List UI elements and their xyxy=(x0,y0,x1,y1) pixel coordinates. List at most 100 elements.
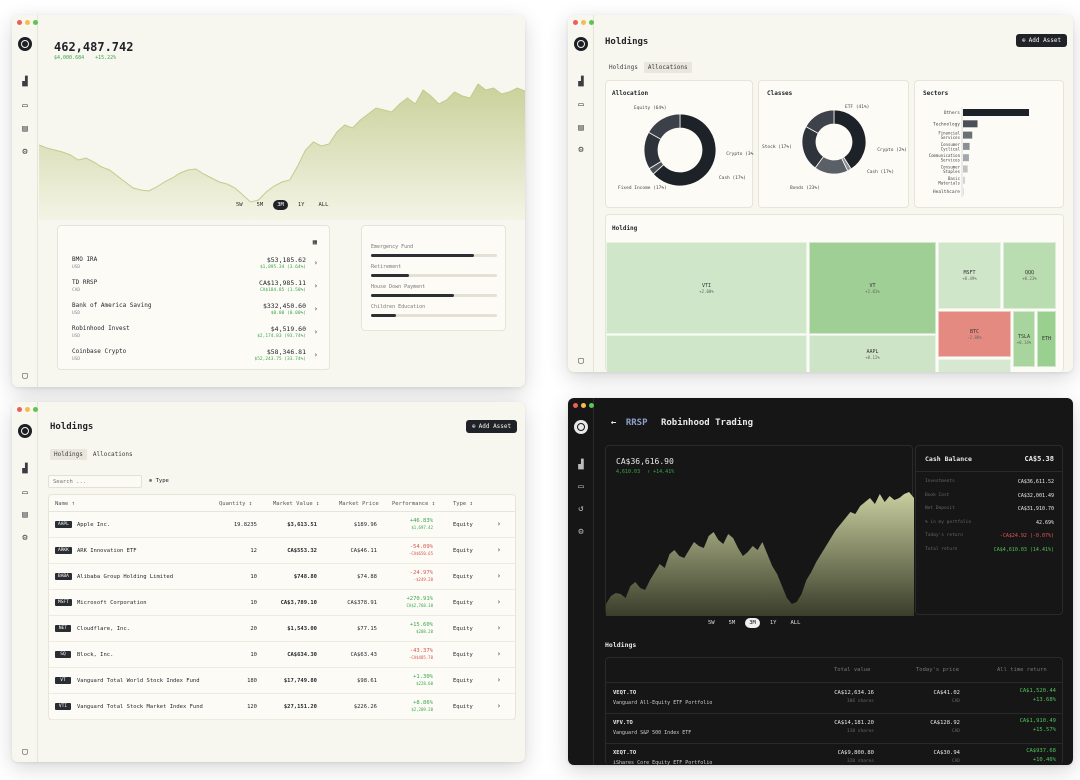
donut-slice[interactable] xyxy=(652,113,717,187)
back-arrow-icon[interactable]: ← xyxy=(611,418,617,428)
sidebar-toggle-icon[interactable]: ▢ xyxy=(22,371,28,381)
range-3m[interactable]: 3M xyxy=(273,200,288,210)
treemap-cell[interactable]: ETH xyxy=(1037,311,1056,367)
sector-bar[interactable] xyxy=(963,176,965,184)
window-controls[interactable] xyxy=(573,403,594,408)
treemap-cell[interactable]: AAPL +0.12% xyxy=(809,335,936,372)
account-row[interactable]: BMO IRA USD $53,185.62 $1,895.34 (3.64%) › xyxy=(72,256,322,276)
chevron-right-icon[interactable]: › xyxy=(496,676,501,684)
sectors-title: Sectors xyxy=(923,90,949,97)
col-type[interactable]: Type ↕ xyxy=(453,501,473,507)
table-row[interactable]: VTI Vanguard Total Stock Market Index Fun… xyxy=(49,694,515,720)
range-5w[interactable]: 5W xyxy=(708,620,715,626)
sector-bar[interactable] xyxy=(963,188,964,196)
wallet-icon[interactable]: ▭ xyxy=(22,101,28,111)
chevron-right-icon[interactable]: › xyxy=(496,624,501,632)
donut-slice[interactable] xyxy=(805,109,835,134)
account-row[interactable]: Robinhood Invest USD $4,519.60 $2,174.83 (9… xyxy=(72,325,322,345)
table-row[interactable]: BABA Alibaba Group Holding Limited 10 $748.… xyxy=(49,564,515,590)
range-5w[interactable]: 5W xyxy=(236,202,243,208)
settings-icon[interactable]: ⚙ xyxy=(578,145,584,155)
tab-allocations[interactable]: Allocations xyxy=(92,451,133,458)
chart-icon[interactable]: ▟ xyxy=(578,77,584,87)
sector-bar[interactable] xyxy=(963,109,1029,116)
treemap-cell[interactable] xyxy=(938,359,1011,372)
list-icon[interactable]: ▤ xyxy=(578,123,584,133)
table-row[interactable]: AAPL Apple Inc. 19.8235 $3,613.51 $189.96 +46… xyxy=(49,512,515,538)
treemap-cell[interactable]: VT +2.01% xyxy=(809,242,936,334)
search-input[interactable] xyxy=(48,475,142,488)
range-1y[interactable]: 1Y xyxy=(769,620,777,626)
treemap-cell[interactable]: MSFT +0.49% xyxy=(938,242,1001,309)
history-icon[interactable]: ↺ xyxy=(578,504,584,514)
chart-icon[interactable]: ▟ xyxy=(22,464,28,474)
add-asset-button[interactable]: ⊕ Add Asset xyxy=(466,420,518,433)
wallet-icon[interactable]: ▭ xyxy=(22,488,28,498)
treemap-cell[interactable]: TSLA +0.14% xyxy=(1013,311,1035,367)
chevron-right-icon[interactable]: › xyxy=(496,572,501,580)
range-5m[interactable]: 5M xyxy=(256,202,264,208)
chevron-right-icon[interactable]: › xyxy=(496,650,501,658)
sector-bar[interactable] xyxy=(963,142,970,150)
sector-bar[interactable] xyxy=(963,120,978,128)
chevron-right-icon[interactable]: › xyxy=(313,282,318,290)
tab-holdings[interactable]: Holdings xyxy=(609,64,638,71)
wallet-icon[interactable]: ▭ xyxy=(578,100,584,110)
col-performance[interactable]: Performance ↕ xyxy=(392,501,436,507)
settings-icon[interactable]: ⚙ xyxy=(22,147,28,157)
sector-bar[interactable] xyxy=(963,131,973,139)
range-all[interactable]: ALL xyxy=(318,202,329,208)
chevron-right-icon[interactable]: › xyxy=(496,702,501,710)
treemap-cell[interactable]: VTI +2.00% xyxy=(606,242,807,334)
sidebar-toggle-icon[interactable]: ▢ xyxy=(22,747,28,757)
range-5m[interactable]: 5M xyxy=(728,620,736,626)
chevron-right-icon[interactable]: › xyxy=(313,259,318,267)
chart-icon[interactable]: ▟ xyxy=(22,77,28,87)
col-quantity[interactable]: Quantity ↕ xyxy=(219,501,253,507)
range-1y[interactable]: 1Y xyxy=(297,202,305,208)
chevron-right-icon[interactable]: › xyxy=(313,328,318,336)
table-row[interactable]: MSFT Microsoft Corporation 10 CA$3,789.10 CA… xyxy=(49,590,515,616)
sidebar-toggle-icon[interactable]: ▢ xyxy=(578,356,584,366)
treemap-cell[interactable]: BTC -2.88% xyxy=(938,311,1011,357)
table-row[interactable]: VEQT.TO Vanguard All-Equity ETF Portfolio… xyxy=(606,684,1062,714)
chart-icon[interactable]: ▟ xyxy=(578,460,584,470)
donut-slice[interactable] xyxy=(648,113,681,140)
col-name[interactable]: Name ↑ xyxy=(55,501,75,507)
add-asset-button[interactable]: ⊕ Add Asset xyxy=(1016,34,1068,47)
col-market-value[interactable]: Market Value ↕ xyxy=(273,501,320,507)
wallet-icon[interactable]: ▭ xyxy=(578,482,584,492)
chevron-right-icon[interactable]: › xyxy=(313,305,318,313)
window-controls[interactable] xyxy=(17,20,38,25)
table-row[interactable]: XEQT.TO iShares Core Equity ETF Portfolio… xyxy=(606,744,1062,765)
grid-view-icon[interactable]: ▦ xyxy=(312,238,317,246)
tab-holdings[interactable]: Holdings xyxy=(50,449,87,460)
treemap-cell[interactable] xyxy=(606,335,807,372)
table-row[interactable]: SQ Block, Inc. 10 CA$634.30 CA$63.43 -43.37% -… xyxy=(49,642,515,668)
account-row[interactable]: Coinbase Crypto USD $58,346.81 $52,243.75 (… xyxy=(72,348,322,368)
window-controls[interactable] xyxy=(17,407,38,412)
tab-allocations[interactable]: Allocations xyxy=(643,62,692,73)
sector-bar[interactable] xyxy=(963,154,969,162)
chevron-right-icon[interactable]: › xyxy=(313,351,318,359)
account-row[interactable]: Bank of America Saving USD $332,450.60 $0.0… xyxy=(72,302,322,322)
table-row[interactable]: NET Cloudflare, Inc. 20 $1,543.00 $77.15 +15.… xyxy=(49,616,515,642)
account-row[interactable]: TD RRSP CAD CA$13,985.11 CA$184.85 (1.58%) › xyxy=(72,279,322,299)
list-icon[interactable]: ▤ xyxy=(22,124,28,134)
table-row[interactable]: VFV.TO Vanguard S&P 500 Index ETF CA$14,18… xyxy=(606,714,1062,744)
settings-icon[interactable]: ⚙ xyxy=(22,533,28,543)
treemap-cell[interactable]: QQQ +0.23% xyxy=(1003,242,1056,309)
sector-bar[interactable] xyxy=(963,165,968,173)
range-3m[interactable]: 3M xyxy=(745,618,760,628)
chevron-right-icon[interactable]: › xyxy=(496,598,501,606)
breadcrumb-account-type[interactable]: RRSP xyxy=(625,418,648,428)
range-all[interactable]: ALL xyxy=(790,620,801,626)
list-icon[interactable]: ▤ xyxy=(22,510,28,520)
settings-icon[interactable]: ⚙ xyxy=(578,527,584,537)
table-row[interactable]: VT Vanguard Total World Stock Index Fund 1… xyxy=(49,668,515,694)
chevron-right-icon[interactable]: › xyxy=(496,520,501,528)
chevron-right-icon[interactable]: › xyxy=(496,546,501,554)
table-row[interactable]: ARKK ARK Innovation ETF 12 CA$553.32 CA$46.1… xyxy=(49,538,515,564)
type-filter-button[interactable]: ⊕ Type xyxy=(149,478,169,484)
window-controls[interactable] xyxy=(573,20,594,25)
